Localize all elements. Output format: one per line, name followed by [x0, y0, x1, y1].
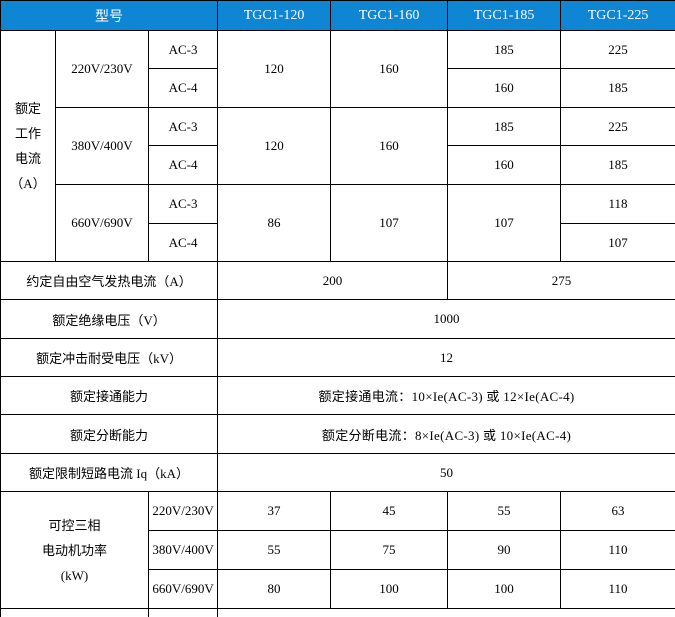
value-cell: 90: [448, 531, 561, 570]
value-cell: 55: [218, 531, 331, 570]
value-cell: 160: [331, 108, 448, 185]
value-cell: 185: [561, 69, 675, 108]
table-row: 额定冲击耐受电压（kV） 12: [1, 339, 675, 377]
value-cell: 185: [448, 31, 561, 69]
table-row: 额定绝缘电压（V） 1000: [1, 300, 675, 339]
making-capacity-value: 额定接通电流：10×Ie(AC-3) 或 12×Ie(AC-4): [218, 377, 675, 415]
value-cell: 160: [448, 69, 561, 108]
table-row: 额定 工作 电流 （A） 220V/230V AC-3 120 160 185 …: [1, 31, 675, 69]
voltage-660v: 660V/690V: [56, 185, 149, 262]
value-cell: 160: [331, 31, 448, 108]
rated-current-label: 额定 工作 电流 （A）: [1, 31, 56, 262]
short-circuit-label: 额定限制短路电流 Iq（kA）: [1, 454, 218, 492]
breaking-capacity-label: 额定分断能力: [1, 415, 218, 454]
model-header-cell: 型号: [1, 1, 218, 31]
value-cell: 63: [561, 492, 675, 531]
value-cell: 12: [218, 339, 675, 377]
value-cell: 118: [561, 185, 675, 224]
motor-power-label: 可控三相 电动机功率 (kW): [1, 492, 149, 609]
value-cell: 225: [561, 108, 675, 146]
table-row: 额定限制短路电流 Iq（kA） 50: [1, 454, 675, 492]
value-cell: 45: [331, 492, 448, 531]
ac3-label: AC-3: [149, 185, 218, 224]
table-row: 额定分断能力 额定分断电流：8×Ie(AC-3) 或 10×Ie(AC-4): [1, 415, 675, 454]
voltage-220v: 220V/230V: [56, 31, 149, 108]
value-cell: 107: [331, 185, 448, 262]
insulation-voltage-label: 额定绝缘电压（V）: [1, 300, 218, 339]
table-row: 660V/690V AC-3 86 107 107 118: [1, 185, 675, 224]
value-cell: 160: [448, 146, 561, 185]
thermal-current-label: 约定自由空气发热电流（A）: [1, 262, 218, 300]
voltage-220v: 220V/230V: [149, 492, 218, 531]
model-column-tgc1-225: TGC1-225: [561, 1, 675, 31]
ac3-label: AC-3: [149, 108, 218, 146]
value-cell: 110: [561, 531, 675, 570]
ac3-label: AC-3: [149, 31, 218, 69]
table-header-row: 型号 TGC1-120 TGC1-160 TGC1-185 TGC1-225: [1, 1, 675, 31]
breaking-capacity-value: 额定分断电流：8×Ie(AC-3) 或 10×Ie(AC-4): [218, 415, 675, 454]
value-cell: 100: [331, 570, 448, 609]
value-cell: 110: [561, 570, 675, 609]
value-cell: 100: [448, 570, 561, 609]
voltage-660v: 660V/690V: [149, 570, 218, 609]
value-cell: 86: [218, 185, 331, 262]
model-column-tgc1-160: TGC1-160: [331, 1, 448, 31]
empty-cell: [1, 609, 149, 617]
impulse-voltage-label: 额定冲击耐受电压（kV）: [1, 339, 218, 377]
value-cell: 200: [218, 262, 448, 300]
value-cell: 275: [448, 262, 675, 300]
table-row: 可控三相 电动机功率 (kW) 220V/230V 37 45 55 63: [1, 492, 675, 531]
table-row: 380V/400V AC-3 120 160 185 225: [1, 108, 675, 146]
table-row-cutoff: [1, 609, 675, 617]
value-cell: 225: [561, 31, 675, 69]
table-row: 额定接通能力 额定接通电流：10×Ie(AC-3) 或 12×Ie(AC-4): [1, 377, 675, 415]
ac4-label: AC-4: [149, 224, 218, 262]
empty-cell: [149, 609, 218, 617]
value-cell: 120: [218, 108, 331, 185]
value-cell: 1000: [218, 300, 675, 339]
value-cell: 185: [448, 108, 561, 146]
value-cell: 37: [218, 492, 331, 531]
voltage-380v: 380V/400V: [56, 108, 149, 185]
model-column-tgc1-120: TGC1-120: [218, 1, 331, 31]
voltage-380v: 380V/400V: [149, 531, 218, 570]
value-cell: 55: [448, 492, 561, 531]
value-cell: 75: [331, 531, 448, 570]
value-cell: 50: [218, 454, 675, 492]
value-cell: 185: [561, 146, 675, 185]
value-cell: 107: [561, 224, 675, 262]
ac4-label: AC-4: [149, 69, 218, 108]
ac4-label: AC-4: [149, 146, 218, 185]
value-cell: 80: [218, 570, 331, 609]
value-cell: 120: [218, 31, 331, 108]
making-capacity-label: 额定接通能力: [1, 377, 218, 415]
table-row: 约定自由空气发热电流（A） 200 275: [1, 262, 675, 300]
empty-cell: [218, 609, 675, 617]
model-column-tgc1-185: TGC1-185: [448, 1, 561, 31]
value-cell: 107: [448, 185, 561, 262]
